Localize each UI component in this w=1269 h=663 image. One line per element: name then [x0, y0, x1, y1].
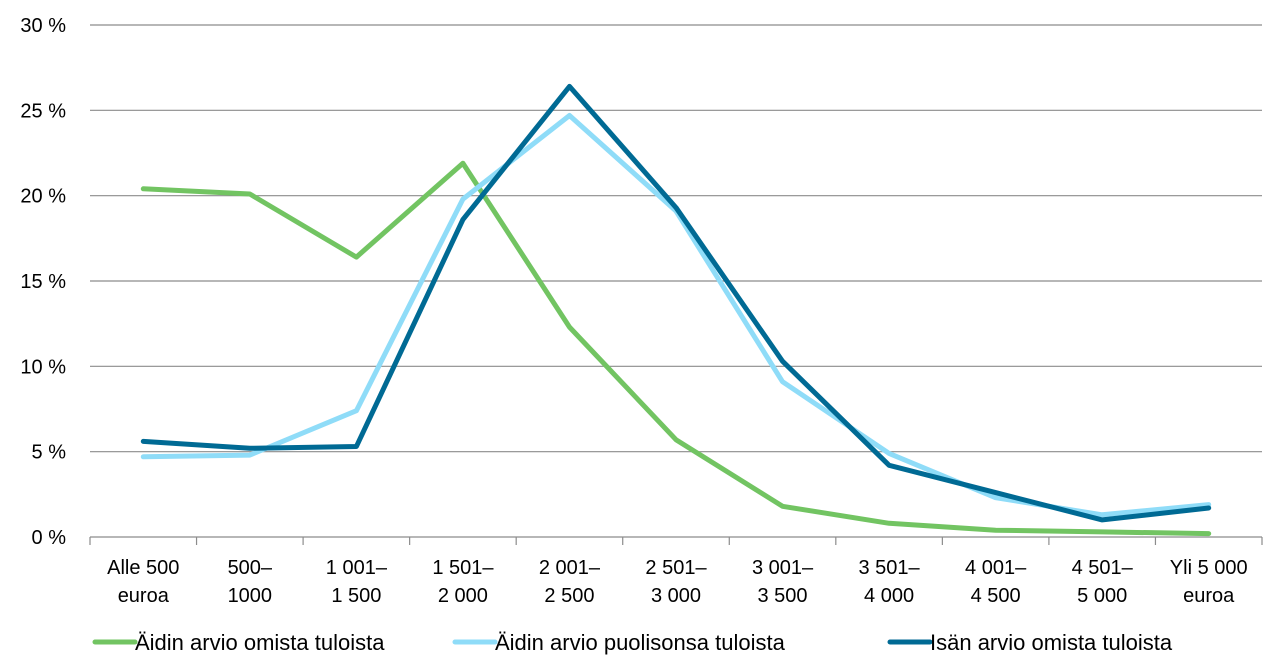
y-axis-ticks: 0 % 5 % 10 % 15 % 20 % 25 % 30 % — [20, 15, 66, 549]
series-line-3 — [140, 83, 1212, 523]
x-tick-label: 1 501– 2 000 — [432, 557, 494, 607]
series-lines — [140, 83, 1212, 537]
x-tick-label: Alle 500 euroa — [107, 557, 179, 607]
gridlines — [89, 24, 1263, 545]
legend-label: Äidin arvio puolisonsa tuloista — [495, 630, 786, 655]
legend: Äidin arvio omista tuloista Äidin arvio p… — [92, 630, 1173, 655]
x-tick-label: Yli 5 000 euroa — [1170, 557, 1248, 607]
y-tick-label: 10 % — [20, 356, 66, 378]
series-line-1 — [140, 160, 1212, 537]
x-tick-label: 4 001– 4 500 — [965, 557, 1027, 607]
y-tick-label: 20 % — [20, 186, 66, 208]
x-tick-label: 2 501– 3 000 — [645, 557, 707, 607]
x-tick-label: 3 501– 4 000 — [859, 557, 921, 607]
y-tick-label: 15 % — [20, 271, 66, 293]
y-tick-label: 5 % — [32, 442, 67, 464]
x-axis-ticks: Alle 500 euroa 500– 1000 1 001– 1 500 1 501– 2 … — [107, 557, 1248, 607]
x-tick-label: 4 501– 5 000 — [1072, 557, 1134, 607]
x-tick-label: 500– 1000 — [228, 557, 273, 607]
x-tick-label: 3 001– 3 500 — [752, 557, 814, 607]
x-tick-label: 1 001– 1 500 — [326, 557, 388, 607]
y-tick-label: 25 % — [20, 100, 66, 122]
series-line-2 — [140, 113, 1212, 518]
legend-label: Äidin arvio omista tuloista — [135, 630, 385, 655]
y-tick-label: 0 % — [32, 527, 67, 549]
legend-label: Isän arvio omista tuloista — [930, 630, 1173, 655]
x-tick-label: 2 001– 2 500 — [539, 557, 601, 607]
y-tick-label: 30 % — [20, 15, 66, 37]
